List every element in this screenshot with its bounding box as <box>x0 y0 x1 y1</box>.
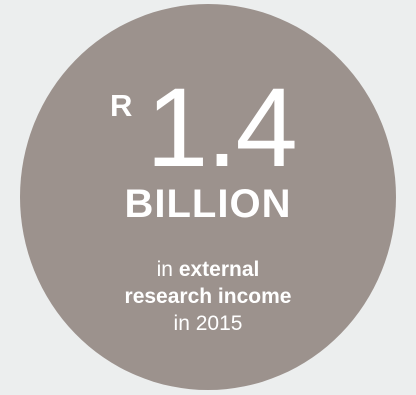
stat-amount: 1.4 <box>146 65 298 190</box>
caption-prefix: in <box>156 258 173 281</box>
caption-line-1: in external <box>20 256 396 283</box>
stat-caption: in external research income in 2015 <box>20 256 396 337</box>
caption-emphasis-1: external <box>178 258 260 281</box>
stat-circle: R 1.4 BILLION in external research incom… <box>20 4 396 390</box>
stat-unit: BILLION <box>124 182 292 226</box>
caption-line-2: research income <box>124 285 292 308</box>
currency-symbol: R <box>110 88 133 123</box>
caption-line-3: in 2015 <box>173 312 243 335</box>
